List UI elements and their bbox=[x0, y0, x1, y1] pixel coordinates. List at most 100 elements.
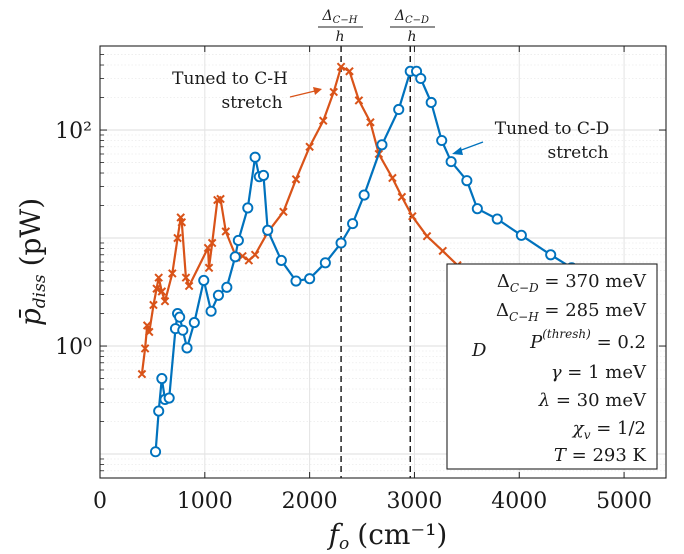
param-temperature: T = 293 K bbox=[554, 445, 647, 466]
annotation-cd: Tuned to C-D stretch bbox=[452, 119, 609, 163]
annotation-cd-line1: Tuned to C-D bbox=[495, 119, 609, 139]
data-point bbox=[221, 281, 233, 293]
data-point bbox=[336, 62, 346, 72]
data-point bbox=[154, 273, 164, 282]
x-tick-label: 1000 bbox=[177, 489, 233, 514]
param-chi: χv = 1/2 bbox=[571, 418, 646, 442]
cd-line-label-delta: Δ bbox=[394, 8, 405, 24]
annotation-ch-line1: Tuned to C-H bbox=[172, 69, 288, 89]
data-point bbox=[415, 72, 427, 85]
data-point bbox=[358, 189, 370, 201]
data-point bbox=[173, 233, 182, 243]
tick-layer: 0 1000 2000 3000 4000 5000 10⁰ 10² bbox=[55, 45, 666, 514]
data-point bbox=[216, 194, 225, 204]
data-point bbox=[207, 238, 217, 248]
parameter-box: ΔC−D = 370 meV ΔC−H = 285 meV P(thresh) … bbox=[446, 263, 658, 470]
data-point bbox=[329, 87, 339, 97]
data-point bbox=[445, 156, 457, 168]
data-point bbox=[422, 231, 432, 241]
data-point bbox=[177, 217, 187, 227]
data-point bbox=[152, 284, 161, 293]
y-tick-label: 10² bbox=[55, 119, 92, 144]
data-point bbox=[425, 96, 437, 109]
data-point bbox=[174, 311, 186, 323]
data-point bbox=[150, 446, 162, 458]
data-point bbox=[304, 273, 316, 285]
ch-line-label-h: h bbox=[335, 29, 344, 45]
data-point bbox=[212, 289, 224, 301]
data-point bbox=[376, 139, 388, 151]
data-point bbox=[198, 274, 210, 286]
data-point bbox=[408, 211, 417, 221]
data-point bbox=[168, 269, 177, 278]
x-tick-label: 4000 bbox=[491, 489, 547, 514]
x-tick-label: 3000 bbox=[386, 489, 442, 514]
data-point bbox=[319, 257, 331, 269]
x-axis-title: fo (cm⁻¹) bbox=[327, 518, 448, 554]
data-point bbox=[232, 234, 244, 246]
y-axis-title-main: p̄ bbox=[14, 308, 47, 326]
data-point bbox=[257, 169, 270, 181]
data-point bbox=[318, 116, 328, 126]
param-gamma: γ = 1 meV bbox=[551, 362, 647, 383]
data-point bbox=[250, 250, 260, 260]
y-axis-title-unit: (pW) bbox=[14, 198, 47, 267]
svg-text:ΔC−H: ΔC−H bbox=[322, 8, 358, 26]
param-delta-ch: ΔC−H = 285 meV bbox=[496, 300, 647, 324]
series-1 bbox=[150, 65, 597, 458]
x-axis-title-sub: o bbox=[339, 534, 349, 554]
data-point bbox=[242, 202, 254, 214]
data-point bbox=[388, 173, 397, 183]
data-point bbox=[471, 203, 483, 215]
param-pd-thresh: P(thresh) = 0.2 bbox=[529, 327, 646, 353]
y-axis-title-sub: diss bbox=[30, 274, 50, 308]
annotation-ch-line2: stretch bbox=[221, 93, 282, 113]
x-axis-title-unit: (cm⁻¹) bbox=[357, 518, 447, 551]
annotation-ch: Tuned to C-H stretch bbox=[172, 69, 322, 113]
data-point bbox=[137, 369, 147, 379]
data-point bbox=[188, 317, 200, 329]
data-point bbox=[279, 207, 288, 217]
x-tick-label: 0 bbox=[93, 489, 107, 514]
data-point bbox=[347, 218, 359, 230]
data-point bbox=[163, 392, 175, 404]
reference-lines bbox=[340, 46, 411, 478]
data-point bbox=[491, 213, 503, 225]
data-point bbox=[156, 373, 168, 385]
data-point bbox=[221, 227, 231, 236]
data-point bbox=[397, 192, 407, 202]
data-point bbox=[149, 300, 158, 310]
data-point bbox=[205, 305, 217, 317]
data-point bbox=[177, 324, 189, 336]
cd-line-label: ΔC−D h bbox=[390, 8, 435, 45]
cd-line-label-h: h bbox=[407, 29, 416, 45]
ch-line-label-sub: C−H bbox=[333, 15, 358, 26]
series-layer bbox=[137, 62, 597, 458]
param-pd-sub: D bbox=[471, 340, 487, 361]
cd-line-label-sub: C−D bbox=[405, 15, 429, 26]
data-point bbox=[354, 96, 364, 105]
parameter-box-frame bbox=[446, 263, 658, 470]
y-tick-label: 10⁰ bbox=[55, 335, 92, 360]
data-point bbox=[249, 151, 261, 163]
x-tick-label: 2000 bbox=[282, 489, 338, 514]
data-point bbox=[461, 175, 473, 187]
data-point bbox=[181, 342, 193, 354]
data-point bbox=[157, 287, 167, 296]
data-point bbox=[184, 281, 194, 291]
data-point bbox=[144, 327, 154, 337]
data-point bbox=[305, 142, 314, 152]
data-point bbox=[436, 134, 448, 147]
data-point bbox=[515, 229, 527, 241]
data-point bbox=[142, 321, 152, 330]
ch-line-label: ΔC−H h bbox=[318, 8, 363, 45]
data-point bbox=[153, 405, 165, 417]
data-point bbox=[229, 251, 241, 263]
data-point bbox=[393, 103, 405, 116]
param-delta-cd: ΔC−D = 370 meV bbox=[497, 271, 647, 295]
data-point bbox=[140, 344, 150, 353]
svg-text:ΔC−D: ΔC−D bbox=[394, 8, 429, 26]
annotation-ch-arrow-head bbox=[313, 87, 322, 95]
